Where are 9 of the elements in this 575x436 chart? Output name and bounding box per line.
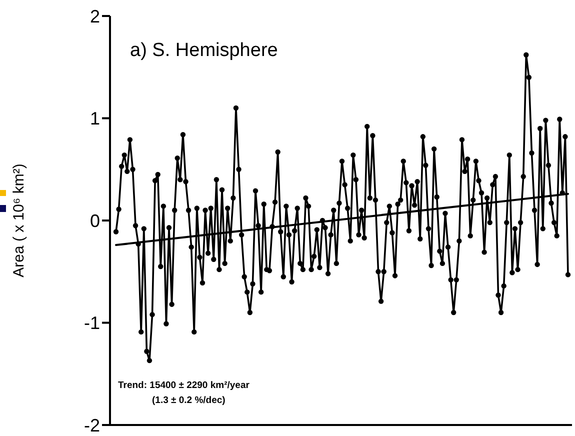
y-tick-label: 0: [90, 210, 100, 231]
annotation: (1.3 ± 0.2 %/dec): [152, 395, 226, 406]
y-tick-label: 2: [90, 6, 100, 26]
y-tick-label: -1: [84, 313, 100, 334]
annotation: Trend: 15400 ± 2290 km²/year: [118, 380, 250, 391]
y-tick-label: -2: [84, 415, 100, 436]
y-axis-title: Area ( x 10⁶ km²): [10, 164, 28, 278]
text: a) S. Hemisphere: [130, 40, 278, 61]
y-tick-label: 1: [90, 108, 100, 129]
